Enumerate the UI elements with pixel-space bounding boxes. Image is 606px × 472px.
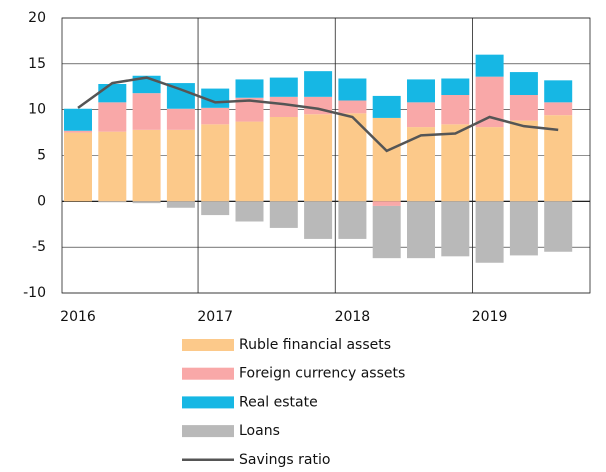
bar-segment [132,129,161,202]
plot-frame [61,17,591,294]
bar-segment [338,113,367,202]
bar-segment [475,127,504,202]
y-tick-label: 15 [28,56,46,72]
bar-segment [372,95,401,118]
bar-segment [132,93,161,130]
bar-segment [441,78,470,95]
legend-swatch [182,396,234,409]
bar-segment [166,108,195,130]
bar-segment [201,124,230,202]
bar-segment [64,108,92,131]
bar-segment [304,114,333,202]
bar-segment [338,201,367,239]
bar-segment [98,84,127,103]
bar-segment [132,201,161,204]
x-tick-label: 2017 [197,309,233,325]
x-tick-label: 2019 [472,309,508,325]
bar-segment [304,201,333,239]
y-tick-label: 5 [37,148,46,164]
bar-segment [407,79,435,103]
bar-segment [509,72,538,95]
bar-segment [235,97,264,122]
legend-swatch [182,339,234,351]
y-tick-label: -5 [32,239,46,255]
bar-segment [372,205,401,259]
y-tick-label: 20 [28,10,46,26]
bar-segment [441,201,470,257]
legend-swatch [182,425,234,438]
bar-segment [269,77,298,97]
savings-line [77,76,559,153]
x-tick-label: 2018 [335,309,371,325]
bar-segment [269,96,298,117]
bar-segment [201,107,230,125]
bar-segment [544,80,573,103]
bar-segment [441,124,470,202]
bar-segment [98,201,127,203]
bar-segment [509,95,538,121]
bar-segment [338,78,367,101]
bar-segment [64,132,92,202]
bar-segment [235,79,264,98]
bar-segment [64,130,92,133]
bar-segment [544,102,573,116]
legend-swatch [182,367,234,380]
bar-segment [407,201,435,259]
bar-segment [166,129,195,202]
bar-segment [98,131,127,202]
bar-segment [372,117,401,202]
bar-segment [372,201,401,206]
bar-segment [235,201,264,222]
legend-label: Real estate [239,394,318,410]
bar-segment [475,201,504,263]
y-tick-label: 0 [37,193,46,209]
bar-segment [235,121,264,202]
bar-segment [338,100,367,114]
legend-label: Loans [239,423,280,439]
bar-segment [269,117,298,202]
legend-label: Savings ratio [239,452,330,468]
bar-segment [201,201,230,216]
y-tick-label: 10 [28,102,46,118]
y-tick-label: -10 [23,285,46,301]
bar-segment [509,120,538,202]
x-tick-label: 2016 [60,309,96,325]
bar-segment [166,201,195,208]
bar-segment [304,71,333,97]
bar-segment [98,102,127,132]
bar-segment [509,201,538,256]
legend-label: Foreign currency assets [239,366,405,382]
bar-segment [407,127,435,202]
bar-segment [407,102,435,128]
legend-label: Ruble financial assets [239,337,391,353]
bar-segment [441,95,470,125]
bar-segment [475,54,504,77]
bar-segment [269,201,298,228]
bar-segment [544,201,573,252]
